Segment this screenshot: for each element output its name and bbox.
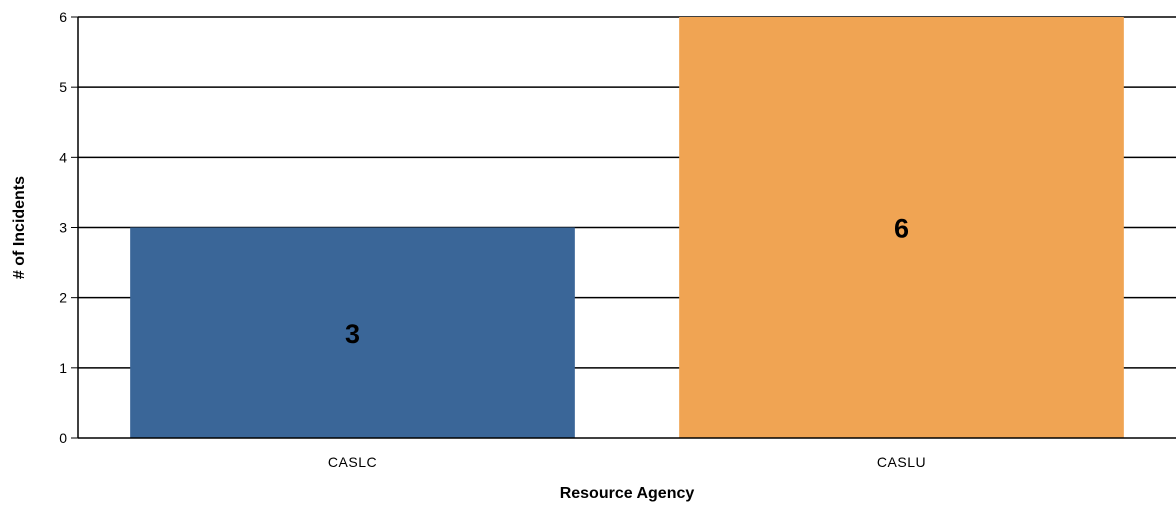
y-tick-label: 1: [59, 360, 67, 376]
y-axis-title: # of Incidents: [11, 176, 28, 279]
bars: [130, 17, 1124, 438]
x-tick-label: CASLC: [328, 454, 377, 470]
x-axis-title: Resource Agency: [560, 485, 695, 502]
y-tick-label: 3: [59, 220, 67, 236]
bar-caslc: [130, 227, 575, 438]
y-tick-label: 6: [59, 9, 67, 25]
y-tick-label: 0: [59, 430, 67, 446]
data-label-caslu: 6: [894, 214, 909, 244]
x-axis-ticks: CASLC CASLU: [328, 454, 926, 470]
data-labels: 36: [345, 214, 909, 349]
data-label-caslc: 3: [345, 319, 360, 349]
y-tick-label: 4: [59, 149, 67, 165]
y-axis-ticks: 0 1 2 3 4 5 6: [59, 9, 78, 446]
y-tick-label: 5: [59, 79, 67, 95]
x-tick-label: CASLU: [877, 454, 926, 470]
y-tick-label: 2: [59, 290, 67, 306]
axes: [77, 17, 1176, 439]
bar-caslu: [679, 17, 1124, 438]
